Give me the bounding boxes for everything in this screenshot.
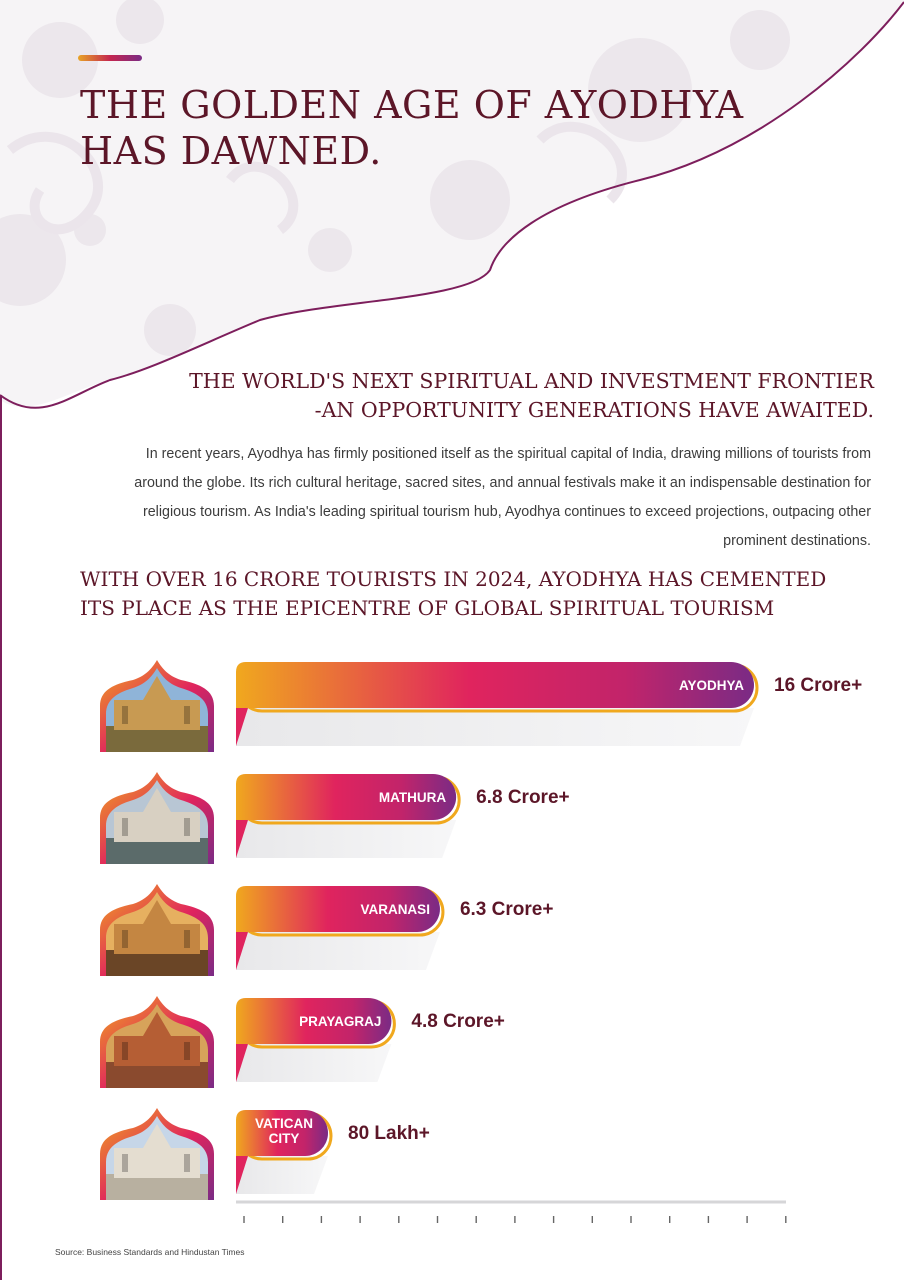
- bar-category-label: MATHURA: [379, 790, 446, 805]
- bar-value-label: 6.3 Crore+: [460, 899, 553, 920]
- subheading-line: -AN OPPORTUNITY GENERATIONS HAVE AWAITED…: [314, 398, 874, 422]
- destination-thumbnail: [100, 996, 214, 1088]
- intro-line: prominent destinations.: [723, 533, 871, 549]
- chart-title-line: WITH OVER 16 CRORE TOURISTS IN 2024, AYO…: [80, 567, 827, 591]
- bar-category-label: VATICAN CITY: [255, 1116, 313, 1146]
- destination-thumbnail: [100, 884, 214, 976]
- bar-shelf-edge: [236, 820, 248, 858]
- bar-value-label: 80 Lakh+: [348, 1123, 430, 1144]
- bar-varanasi: [236, 886, 440, 932]
- tourism-bar-chart: AYODHYA 16 Crore+ MATHURA 6.8 Crore+ VARANAS…: [100, 660, 862, 1223]
- intro-line: In recent years, Ayodhya has firmly posi…: [145, 446, 871, 462]
- bar-shelf-edge: [236, 932, 248, 970]
- bar-shelf: [236, 932, 440, 970]
- source-note: Source: Business Standards and Hindustan…: [55, 1247, 245, 1257]
- bar-ayodhya: [236, 662, 754, 708]
- bar-value-label: 6.8 Crore+: [476, 787, 569, 808]
- bar-shelf-edge: [236, 708, 248, 746]
- chart-title-line: ITS PLACE AS THE EPICENTRE OF GLOBAL SPI…: [80, 596, 775, 620]
- bar-vatican-city: [236, 1110, 328, 1156]
- bar-shelf: [236, 1156, 328, 1194]
- bar-value-label: 4.8 Crore+: [411, 1011, 504, 1032]
- bar-row: VATICAN CITY 80 Lakh+: [100, 1108, 430, 1200]
- bar-category-label: VARANASI: [360, 902, 430, 917]
- intro-paragraph: In recent years, Ayodhya has firmly posi…: [81, 440, 871, 556]
- subheading-line: THE WORLD'S NEXT SPIRITUAL AND INVESTMEN…: [189, 369, 874, 393]
- bar-row: AYODHYA 16 Crore+: [100, 660, 862, 752]
- destination-thumbnail: [100, 1108, 214, 1200]
- bar-row: VARANASI 6.3 Crore+: [100, 884, 553, 976]
- destination-thumbnail: [100, 772, 214, 864]
- bar-shelf-edge: [236, 1044, 248, 1082]
- bar-category-label: PRAYAGRAJ: [299, 1014, 381, 1029]
- bar-shelf-edge: [236, 1156, 248, 1194]
- intro-line: religious tourism. As India's leading sp…: [142, 504, 871, 520]
- title-line: THE GOLDEN AGE OF AYODHYA: [80, 83, 744, 127]
- bar-category-label: AYODHYA: [679, 678, 744, 693]
- accent-bar: [78, 55, 142, 61]
- bar-mathura: [236, 774, 457, 820]
- subheading: THE WORLD'S NEXT SPIRITUAL AND INVESTMEN…: [189, 367, 874, 425]
- bar-shelf: [236, 820, 457, 858]
- bar-row: PRAYAGRAJ 4.8 Crore+: [100, 996, 505, 1088]
- bar-row: MATHURA 6.8 Crore+: [100, 772, 570, 864]
- title-line: HAS DAWNED.: [80, 129, 382, 173]
- bar-shelf: [236, 708, 754, 746]
- page-title: THE GOLDEN AGE OF AYODHYA HAS DAWNED.: [80, 82, 744, 174]
- destination-thumbnail: [100, 660, 214, 752]
- bar-prayagraj: [236, 998, 392, 1044]
- bar-shelf: [236, 1044, 392, 1082]
- bar-value-label: 16 Crore+: [774, 675, 862, 696]
- intro-line: around the globe. Its rich cultural heri…: [134, 475, 871, 491]
- chart-title: WITH OVER 16 CRORE TOURISTS IN 2024, AYO…: [80, 565, 826, 623]
